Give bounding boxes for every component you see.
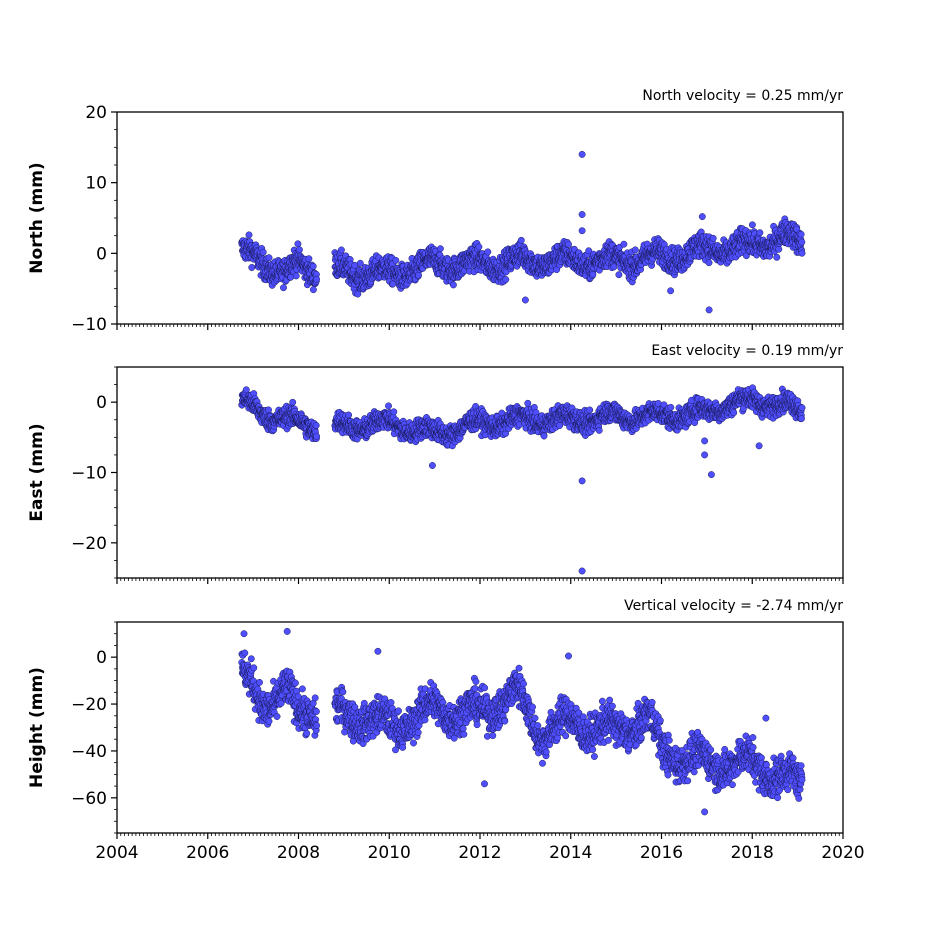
east-data-point [524, 399, 532, 407]
north-y-tick-label: 10 [85, 174, 107, 194]
north-y-tick-label: 20 [85, 103, 107, 123]
height-data-point [265, 717, 273, 725]
north-data-point [620, 240, 628, 248]
east-data-point [654, 400, 662, 407]
north-data-point [309, 262, 317, 270]
east-data-point [345, 411, 353, 419]
east-data-point [385, 402, 392, 410]
east-data-point [798, 415, 805, 423]
north-data-point [798, 238, 806, 246]
north-data-point [484, 248, 492, 256]
east-data-point [289, 398, 297, 406]
height-data-point [241, 649, 249, 657]
north-data-point [756, 229, 764, 237]
north-data-point [245, 231, 253, 239]
north-outlier-point [698, 213, 706, 221]
north-outlier-point [578, 150, 586, 158]
east-ylabel: East (mm) [27, 423, 47, 521]
north-data-point [313, 275, 321, 283]
north-data-point [565, 240, 572, 248]
east-outlier-point [701, 451, 709, 459]
east-outlier-point [428, 462, 436, 469]
east-data-point [540, 432, 548, 440]
height-data-point [273, 713, 281, 720]
east-data-point [667, 403, 675, 411]
north-data-point [449, 281, 457, 289]
east-y-tick-label: −10 [71, 464, 107, 484]
north-data-point [517, 236, 525, 244]
north-data-point [356, 259, 364, 267]
height-data-point [247, 655, 255, 663]
north-outlier-point [705, 306, 713, 314]
east-data-point [730, 409, 738, 417]
north-points [238, 150, 806, 314]
north-data-point [295, 246, 303, 254]
north-ylabel: North (mm) [27, 162, 47, 273]
north-data-point [589, 270, 597, 278]
north-data-point [705, 259, 713, 267]
north-data-point [797, 230, 805, 238]
north-data-point [748, 221, 756, 229]
north-data-point [475, 243, 483, 251]
east-y-tick-label: 0 [96, 393, 107, 413]
north-data-point [292, 272, 300, 280]
north-data-point [305, 255, 313, 263]
north-data-point [775, 245, 783, 253]
east-outlier-point [578, 567, 586, 575]
east-outlier-point [578, 477, 586, 485]
east-data-point [595, 426, 603, 434]
east-data-point [312, 421, 320, 429]
north-data-point [280, 284, 287, 292]
north-data-point [773, 253, 781, 261]
north-outlier-point [578, 227, 586, 235]
north-data-point [502, 276, 510, 283]
north-outlier-point [578, 211, 586, 218]
east-data-point [798, 404, 806, 412]
height-data-point [250, 664, 258, 672]
north-data-point [265, 254, 273, 262]
east-outlier-point [707, 471, 715, 479]
east-outlier-point [701, 437, 709, 445]
north-data-point [259, 248, 267, 256]
north-data-point [631, 246, 639, 254]
east-velocity-annotation: East velocity = 0.19 mm/yr [651, 343, 843, 359]
north-y-tick-label: 0 [96, 244, 107, 264]
north-data-point [392, 256, 400, 264]
north-data-point [709, 234, 717, 242]
east-outlier-point [755, 442, 763, 450]
east-data-point [556, 422, 564, 429]
north-y-tick-label: −10 [71, 315, 107, 335]
east-y-tick-label: −20 [71, 534, 107, 554]
north-data-point [615, 271, 623, 279]
east-data-point [313, 432, 321, 440]
north-data-point [436, 245, 444, 253]
north-outlier-point [521, 296, 529, 304]
north-data-point [798, 249, 806, 257]
north-data-point [294, 240, 302, 248]
north-velocity-annotation: North velocity = 0.25 mm/yr [642, 88, 843, 104]
north-data-point [248, 264, 256, 271]
north-panel: −10 0 10 20 North (mm) North velocity = 0.2… [27, 88, 844, 335]
height-data-point [256, 678, 263, 686]
north-data-point [309, 286, 317, 294]
north-data-point [337, 246, 345, 254]
east-data-point [586, 406, 594, 414]
north-data-point [610, 263, 618, 271]
north-outlier-point [667, 287, 675, 295]
east-data-point [390, 408, 398, 416]
